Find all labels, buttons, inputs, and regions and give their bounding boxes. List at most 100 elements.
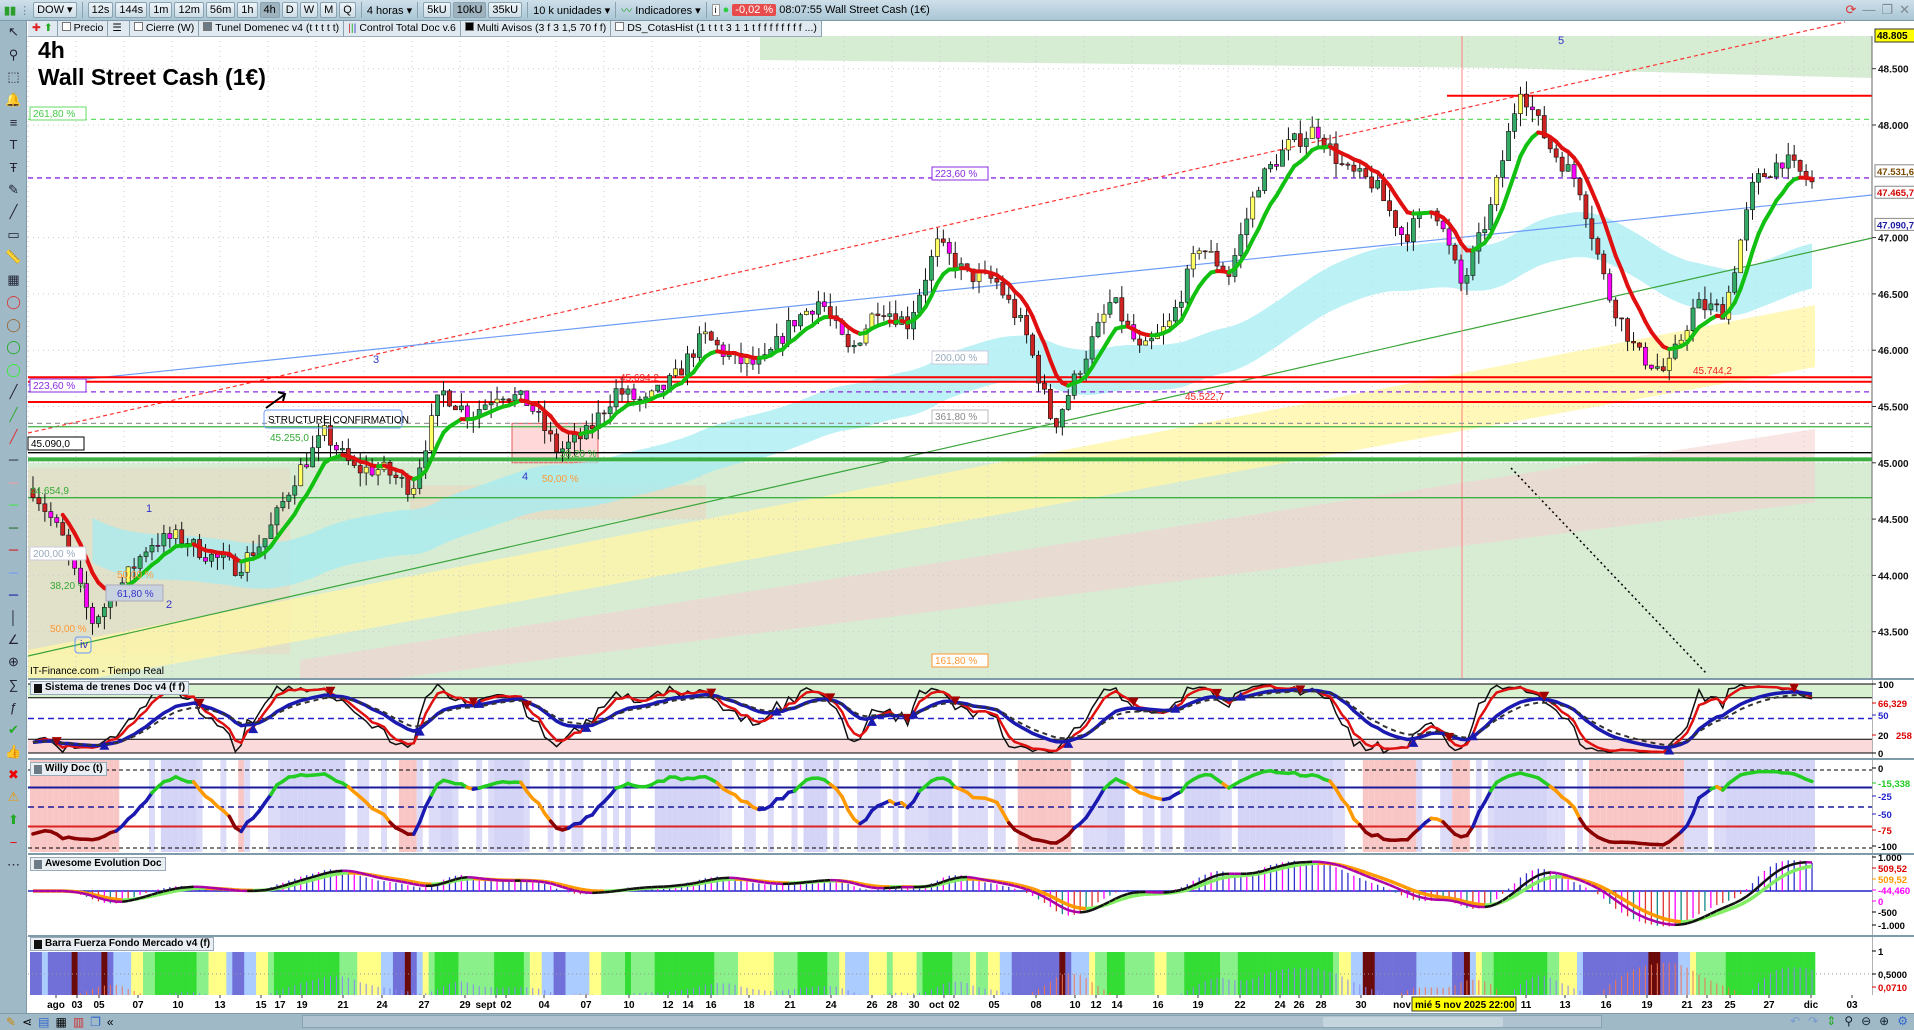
line-salmon-icon[interactable]: ─ <box>8 474 19 490</box>
line-green-icon[interactable]: ╱ <box>9 406 18 422</box>
indicator-tab[interactable]: ||| Control Total Doc v.6 <box>344 21 461 36</box>
refresh-icon[interactable]: ⟳ <box>1845 2 1857 17</box>
line-navy-icon[interactable]: ─ <box>8 587 19 603</box>
undo-icon[interactable]: ↶ <box>1790 1014 1801 1028</box>
scrollbar-thumb[interactable] <box>1323 1017 1503 1027</box>
awesome-line-segment <box>1739 895 1748 902</box>
ellipse-green-icon[interactable]: ◯ <box>6 339 21 355</box>
timeframe-1h[interactable]: 1h <box>237 2 258 18</box>
timeframe-56m[interactable]: 56m <box>205 2 236 18</box>
line-red-icon[interactable]: ╱ <box>9 429 18 445</box>
angle-icon[interactable]: ∠ <box>7 631 20 647</box>
force-bar <box>470 952 477 995</box>
more-icon[interactable]: ⋯ <box>7 856 20 872</box>
line-red2-icon[interactable]: ─ <box>8 542 19 558</box>
add-indicator-button[interactable]: ✚ ⬆ <box>28 21 58 36</box>
formula-abc-icon[interactable]: ƒ <box>9 699 18 715</box>
close-x-icon[interactable]: ✖ <box>8 766 19 782</box>
force-bar <box>934 952 941 995</box>
zoom-fit-icon[interactable]: ⚲ <box>1844 1014 1854 1028</box>
timeframe-1m[interactable]: 1m <box>149 2 173 18</box>
panel-title-sistema[interactable]: Sistema de trenes Doc v4 (f f) <box>30 681 190 695</box>
pencil-icon[interactable]: ✎ <box>6 1015 17 1029</box>
panel-title-willy[interactable]: Willy Doc (t) <box>30 762 107 776</box>
redo-icon[interactable]: ↷ <box>1808 1014 1819 1028</box>
line-darkgreen-icon[interactable]: ─ <box>8 519 19 535</box>
timeframe-Q[interactable]: Q <box>339 2 356 18</box>
brush-icon[interactable]: ✎ <box>8 181 19 197</box>
alert-bell-icon[interactable]: 🔔 <box>5 91 22 107</box>
pointer-icon[interactable]: ↖ <box>8 24 19 40</box>
timeframe-12s[interactable]: 12s <box>87 2 114 18</box>
vertical-line-icon[interactable]: │ <box>9 609 18 625</box>
ruler-icon[interactable]: 📏 <box>5 249 22 265</box>
minimize-icon[interactable]: — <box>1862 2 1876 17</box>
chart-type-icon[interactable]: ▮▮ <box>4 4 17 17</box>
timeframe-M[interactable]: M <box>320 2 338 18</box>
time-scrollbar[interactable] <box>302 1015 1602 1028</box>
circle-add-icon[interactable]: ⊕ <box>8 654 19 670</box>
timeframe-4h[interactable]: 4h <box>259 2 280 18</box>
zoom-out-icon[interactable]: ⊖ <box>1861 1014 1872 1028</box>
fibonacci-icon[interactable]: ≡ <box>9 114 18 130</box>
unit-10kU[interactable]: 10kU <box>452 2 487 18</box>
indicators-button[interactable]: 〰 Indicadores <box>621 2 692 18</box>
time-axis-label: 07 <box>580 1000 592 1011</box>
check-icon[interactable]: ✔ <box>8 721 19 737</box>
timeframe-12m[interactable]: 12m <box>174 2 204 18</box>
indicator-tab[interactable]: ☰ <box>108 21 130 36</box>
timeframe-144s[interactable]: 144s <box>115 2 148 18</box>
arrow-up-icon[interactable]: ⬆ <box>8 811 19 827</box>
period-select[interactable]: 4 horas ▾ <box>366 4 413 17</box>
collapse-icon[interactable]: « <box>106 1015 114 1029</box>
line-lime-icon[interactable]: ─ <box>8 497 19 513</box>
indicator-tab[interactable]: Precio <box>58 21 109 36</box>
ellipse-lime-icon[interactable]: ◯ <box>6 361 21 377</box>
zoom-in-icon[interactable]: ⊕ <box>1879 1014 1890 1028</box>
indicator-tab[interactable]: DS_CotasHist (1 t t t 3 1 1 t f f f f f … <box>611 21 822 36</box>
text-icon[interactable]: T <box>9 137 18 153</box>
compare-icon[interactable]: ▥ <box>72 1015 85 1029</box>
autoscale-icon[interactable]: ⇕ <box>1826 1014 1837 1028</box>
document-icon[interactable]: ▦ <box>55 1015 67 1029</box>
close-icon[interactable]: ✕ <box>1899 2 1910 17</box>
panel-title-barra[interactable]: Barra Fuerza Fondo Mercado v4 (f) <box>30 937 215 951</box>
zoom-area-icon[interactable]: ⬚ <box>7 69 20 85</box>
zoom-icon[interactable]: ⚲ <box>8 46 19 62</box>
line-dark-icon[interactable]: ─ <box>8 452 19 468</box>
line-lightblue-icon[interactable]: ─ <box>8 564 19 580</box>
willy-bg-stripe <box>1380 760 1387 852</box>
formula-icon[interactable]: ∑ <box>8 677 19 693</box>
minus-icon[interactable]: − <box>9 834 18 850</box>
indicator-tab[interactable]: Cierre (W) <box>130 21 200 36</box>
line-black-icon[interactable]: ╱ <box>9 384 18 400</box>
measure-icon[interactable]: ▦ <box>7 271 20 287</box>
info-icon[interactable]: i <box>711 4 720 16</box>
unit-5kU[interactable]: 5kU <box>423 2 451 18</box>
ellipse-red-icon[interactable]: ◯ <box>6 294 21 310</box>
thumbs-up-icon[interactable]: 👍 <box>5 744 22 760</box>
settings-icon[interactable]: ⚙ <box>1897 1014 1908 1028</box>
timeframe-W[interactable]: W <box>299 2 319 18</box>
timeframe-D[interactable]: D <box>281 2 298 18</box>
willy-bg-stripe <box>476 760 483 852</box>
chat-icon[interactable]: ▤ <box>38 1015 50 1029</box>
units-select[interactable]: 10 k unidades ▾ <box>533 4 611 17</box>
rectangle-icon[interactable]: ▭ <box>7 226 20 242</box>
ellipse-brown-icon[interactable]: ◯ <box>6 316 21 332</box>
text-t-icon[interactable]: Ŧ <box>9 159 18 175</box>
restore-icon[interactable]: ❐ <box>1881 2 1894 17</box>
panel-title-awesome[interactable]: Awesome Evolution Doc <box>30 857 166 871</box>
indicators-dropdown[interactable]: ▾ <box>695 4 701 17</box>
indicator-tab[interactable]: Multi Avisos (3 f 3 1,5 70 f f) <box>461 21 612 36</box>
trendline-icon[interactable]: ╱ <box>9 204 18 220</box>
symbol-select[interactable]: DOW ▾ <box>33 2 77 18</box>
share-icon[interactable]: ⋖ <box>22 1015 33 1029</box>
indicator-tab[interactable]: Tunel Domenec v4 (t t t t t) <box>199 21 345 36</box>
windows-icon[interactable]: ❐ <box>90 1015 101 1029</box>
candle <box>655 384 661 393</box>
warning-icon[interactable]: ⚠ <box>7 789 20 805</box>
willy-bg-stripe <box>452 760 459 852</box>
unit-35kU[interactable]: 35kU <box>488 2 523 18</box>
